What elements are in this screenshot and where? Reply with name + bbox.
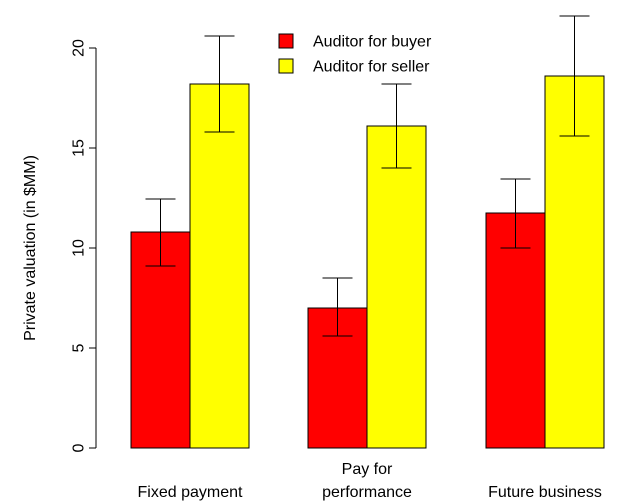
y-tick-label: 5 [71, 343, 88, 352]
y-tick-label: 15 [71, 139, 88, 157]
legend-swatch [278, 58, 294, 74]
legend-swatch [278, 33, 294, 49]
error-bars [145, 15, 590, 337]
bar [130, 231, 191, 449]
x-tick-label: Future business [488, 484, 602, 501]
y-tick-label: 0 [71, 443, 88, 452]
y-tick-label: 20 [71, 39, 88, 57]
legend-label: Auditor for buyer [313, 34, 432, 51]
legend: Auditor for buyer Auditor for seller [278, 33, 432, 76]
bars [130, 75, 605, 449]
bar [189, 83, 250, 449]
y-axis-label: Private valuation (in $MM) [22, 155, 39, 341]
y-tick-label: 10 [71, 239, 88, 257]
x-tick-label: performance [322, 484, 412, 501]
x-tick-label: Pay for [342, 461, 393, 478]
bar [366, 125, 427, 449]
x-axis-category-labels: Fixed payment Pay for performance Future bu… [138, 461, 602, 501]
x-tick-label: Fixed payment [138, 484, 243, 501]
legend-label: Auditor for seller [313, 59, 430, 76]
y-axis: 0 5 10 15 20 [71, 39, 97, 452]
